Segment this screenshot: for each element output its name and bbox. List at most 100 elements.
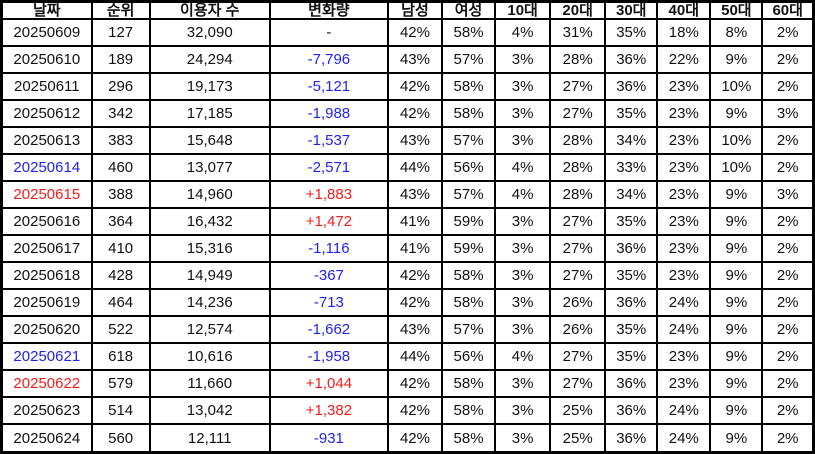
cell-male: 44% bbox=[386, 342, 444, 372]
cell-male: 42% bbox=[386, 423, 444, 454]
column-header-age30: 30대 bbox=[604, 0, 659, 20]
cell-change: -1,988 bbox=[268, 99, 389, 129]
cell-female: 57% bbox=[441, 315, 497, 345]
cell-change: -1,958 bbox=[268, 342, 389, 372]
cell-female: 58% bbox=[441, 423, 497, 454]
cell-age20: 27% bbox=[549, 207, 607, 237]
column-header-date: 날짜 bbox=[0, 0, 93, 20]
column-header-age50: 50대 bbox=[709, 0, 764, 20]
cell-change: -713 bbox=[268, 288, 389, 318]
cell-rank: 296 bbox=[90, 72, 151, 102]
cell-age60: 2% bbox=[761, 72, 815, 102]
cell-age60: 2% bbox=[761, 396, 815, 426]
cell-date: 20250616 bbox=[0, 207, 93, 237]
cell-users: 14,949 bbox=[148, 261, 271, 291]
cell-female: 58% bbox=[441, 261, 497, 291]
cell-age20: 28% bbox=[549, 45, 607, 75]
cell-age20: 27% bbox=[549, 342, 607, 372]
cell-rank: 383 bbox=[90, 126, 151, 156]
cell-age60: 2% bbox=[761, 17, 815, 48]
cell-date: 20250613 bbox=[0, 126, 93, 156]
table-row: 20250620 522 12,574 -1,662 43% 57% 3% 26% 35% 24%… bbox=[0, 315, 815, 345]
table-row: 20250613 383 15,648 -1,537 43% 57% 3% 28% 34% 23%… bbox=[0, 126, 815, 156]
cell-users: 15,316 bbox=[148, 234, 271, 264]
cell-age30: 36% bbox=[604, 45, 659, 75]
cell-age50: 10% bbox=[709, 126, 764, 156]
column-header-users: 이용자 수 bbox=[148, 0, 271, 20]
cell-age40: 18% bbox=[656, 17, 712, 48]
cell-users: 17,185 bbox=[148, 99, 271, 129]
cell-female: 58% bbox=[441, 17, 497, 48]
cell-age60: 2% bbox=[761, 207, 815, 237]
column-header-age20: 20대 bbox=[549, 0, 607, 20]
column-header-female: 여성 bbox=[441, 0, 497, 20]
cell-age50: 9% bbox=[709, 288, 764, 318]
cell-age20: 27% bbox=[549, 234, 607, 264]
cell-male: 42% bbox=[386, 369, 444, 399]
cell-age50: 9% bbox=[709, 180, 764, 210]
cell-age20: 31% bbox=[549, 17, 607, 48]
cell-age10: 3% bbox=[494, 369, 552, 399]
cell-male: 42% bbox=[386, 288, 444, 318]
cell-male: 41% bbox=[386, 207, 444, 237]
table-row: 20250614 460 13,077 -2,571 44% 56% 4% 28% 33% 23%… bbox=[0, 153, 815, 183]
cell-age40: 23% bbox=[656, 369, 712, 399]
cell-rank: 460 bbox=[90, 153, 151, 183]
cell-age40: 24% bbox=[656, 315, 712, 345]
cell-users: 16,432 bbox=[148, 207, 271, 237]
table-row: 20250623 514 13,042 +1,382 42% 58% 3% 25% 36% 24%… bbox=[0, 396, 815, 426]
cell-age10: 3% bbox=[494, 315, 552, 345]
table-body: 20250609 127 32,090-42% 58% 4% 31% 35% 18% 8% 2% 2… bbox=[0, 17, 815, 454]
cell-male: 43% bbox=[386, 315, 444, 345]
cell-age30: 36% bbox=[604, 396, 659, 426]
cell-rank: 410 bbox=[90, 234, 151, 264]
cell-female: 57% bbox=[441, 126, 497, 156]
cell-age50: 9% bbox=[709, 423, 764, 454]
table-row: 20250617 410 15,316 -1,116 41% 59% 3% 27% 36% 23%… bbox=[0, 234, 815, 264]
cell-age50: 9% bbox=[709, 261, 764, 291]
column-header-age40: 40대 bbox=[656, 0, 712, 20]
table-row: 20250622 579 11,660 +1,044 42% 58% 3% 27% 36% 23%… bbox=[0, 369, 815, 399]
cell-users: 11,660 bbox=[148, 369, 271, 399]
cell-age10: 3% bbox=[494, 423, 552, 454]
cell-male: 42% bbox=[386, 396, 444, 426]
cell-rank: 189 bbox=[90, 45, 151, 75]
cell-rank: 388 bbox=[90, 180, 151, 210]
cell-age10: 3% bbox=[494, 288, 552, 318]
cell-change: +1,883 bbox=[268, 180, 389, 210]
cell-female: 59% bbox=[441, 234, 497, 264]
cell-age40: 23% bbox=[656, 99, 712, 129]
cell-date: 20250610 bbox=[0, 45, 93, 75]
cell-age20: 27% bbox=[549, 261, 607, 291]
cell-age30: 36% bbox=[604, 423, 659, 454]
cell-date: 20250614 bbox=[0, 153, 93, 183]
cell-age30: 35% bbox=[604, 315, 659, 345]
column-header-change: 변화량 bbox=[268, 0, 389, 20]
cell-age30: 35% bbox=[604, 342, 659, 372]
cell-date: 20250615 bbox=[0, 180, 93, 210]
cell-age30: 36% bbox=[604, 72, 659, 102]
cell-change: -7,796 bbox=[268, 45, 389, 75]
cell-age40: 23% bbox=[656, 72, 712, 102]
cell-age50: 10% bbox=[709, 72, 764, 102]
cell-rank: 560 bbox=[90, 423, 151, 454]
cell-users: 13,077 bbox=[148, 153, 271, 183]
cell-change: -931 bbox=[268, 423, 389, 454]
cell-male: 42% bbox=[386, 72, 444, 102]
cell-change: -1,662 bbox=[268, 315, 389, 345]
cell-age10: 3% bbox=[494, 99, 552, 129]
cell-age40: 24% bbox=[656, 423, 712, 454]
cell-age60: 2% bbox=[761, 315, 815, 345]
cell-users: 15,648 bbox=[148, 126, 271, 156]
cell-female: 58% bbox=[441, 369, 497, 399]
cell-rank: 127 bbox=[90, 17, 151, 48]
cell-age30: 36% bbox=[604, 234, 659, 264]
cell-rank: 618 bbox=[90, 342, 151, 372]
cell-date: 20250609 bbox=[0, 17, 93, 48]
cell-age30: 35% bbox=[604, 207, 659, 237]
cell-age30: 35% bbox=[604, 17, 659, 48]
cell-date: 20250611 bbox=[0, 72, 93, 102]
cell-age30: 35% bbox=[604, 99, 659, 129]
cell-users: 12,111 bbox=[148, 423, 271, 454]
column-header-age10: 10대 bbox=[494, 0, 552, 20]
